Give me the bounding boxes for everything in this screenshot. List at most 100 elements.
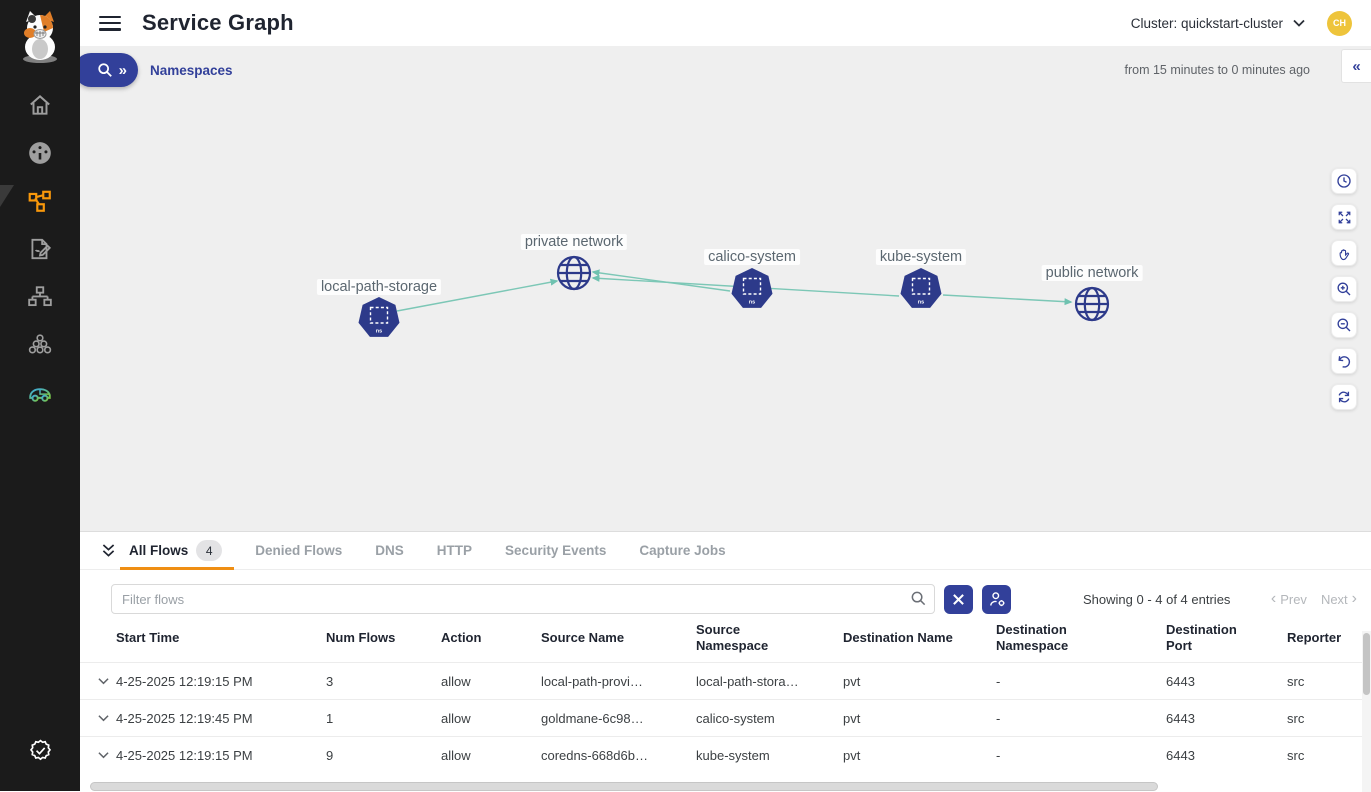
search-icon xyxy=(910,590,927,612)
chevron-right-icon: › xyxy=(1351,590,1357,607)
flows-table-header: Start Time Num Flows Action Source Name … xyxy=(80,614,1371,662)
zoom-out-icon xyxy=(1337,318,1351,332)
zoom-in-button[interactable] xyxy=(1331,276,1357,302)
column-header[interactable]: Action xyxy=(441,629,482,645)
chevrons-down-icon xyxy=(102,544,114,557)
top-header: Service Graph Cluster: quickstart-cluste… xyxy=(80,0,1371,46)
cluster-selector-label: Cluster: quickstart-cluster xyxy=(1130,15,1283,31)
close-icon xyxy=(953,593,964,605)
zoom-in-icon xyxy=(1337,282,1351,296)
graph-node-label[interactable]: kube-system xyxy=(875,249,967,265)
column-header[interactable]: Source Name xyxy=(541,629,625,645)
search-icon xyxy=(97,63,112,77)
table-row[interactable]: 4-25-2025 12:19:15 PM 3 allow local-path… xyxy=(80,662,1371,699)
graph-node-private-network xyxy=(556,255,592,291)
graph-search-button[interactable]: » xyxy=(74,53,138,87)
pan-hand-icon xyxy=(1339,248,1349,260)
graph-drawing: ns xyxy=(357,255,1110,338)
column-header[interactable]: Start Time xyxy=(116,629,180,645)
sidebar-item-network[interactable] xyxy=(0,275,80,323)
undo-icon xyxy=(1338,356,1351,368)
sidebar-item-service-graph[interactable] xyxy=(0,179,80,227)
chevron-left-icon: ‹ xyxy=(1270,590,1277,607)
undo-layout-button[interactable] xyxy=(1331,348,1357,374)
network-tiers-icon xyxy=(27,284,53,315)
time-range-label: from 15 minutes to 0 minutes ago xyxy=(1124,63,1310,77)
calico-cat-logo xyxy=(11,6,69,71)
graph-node-label[interactable]: calico-system xyxy=(704,249,800,265)
time-settings-button[interactable] xyxy=(1331,168,1357,194)
expand-row-icon[interactable] xyxy=(90,677,116,685)
sidebar-item-flow-logs[interactable] xyxy=(0,227,80,275)
expand-row-icon[interactable] xyxy=(90,751,116,759)
chevrons-right-icon: » xyxy=(118,61,127,79)
showing-entries-label: Showing 0 - 4 of 4 entries xyxy=(1083,591,1231,607)
prev-page-button[interactable]: ‹ Prev xyxy=(1270,590,1307,607)
expand-row-icon[interactable] xyxy=(90,714,116,722)
menu-hamburger-icon[interactable] xyxy=(99,15,121,31)
vertical-scrollbar[interactable] xyxy=(1362,631,1371,792)
next-page-button[interactable]: Next › xyxy=(1320,590,1357,607)
badge-check-icon xyxy=(28,738,53,768)
sidebar-nav xyxy=(0,83,80,419)
horizontal-scrollbar-thumb[interactable] xyxy=(90,782,1158,791)
table-row[interactable]: 4-25-2025 12:19:15 PM 9 allow coredns-66… xyxy=(80,736,1371,773)
sidebar xyxy=(0,0,80,791)
time-icon xyxy=(1337,174,1351,188)
sidebar-item-home[interactable] xyxy=(0,83,80,131)
horizontal-scrollbar[interactable] xyxy=(88,782,1371,791)
car-icon xyxy=(26,380,54,411)
tab-denied-flows[interactable]: Denied Flows xyxy=(255,543,343,558)
column-settings-button[interactable] xyxy=(982,584,1011,614)
column-header[interactable]: Source Namespace xyxy=(696,621,769,653)
tab-http[interactable]: HTTP xyxy=(436,543,473,558)
breadcrumb[interactable]: Namespaces xyxy=(150,63,233,78)
right-panel-collapse-button[interactable]: « xyxy=(1341,49,1371,83)
graph-toolbar xyxy=(1331,168,1357,410)
graph-node-label[interactable]: local-path-storage xyxy=(316,279,442,295)
avatar[interactable]: CH xyxy=(1327,10,1352,36)
flows-panel: All Flows 4 Denied Flows DNS HTTP Securi… xyxy=(80,531,1371,792)
pan-mode-button[interactable] xyxy=(1331,240,1357,266)
zoom-out-button[interactable] xyxy=(1331,312,1357,338)
flows-tabs: All Flows 4 Denied Flows DNS HTTP Securi… xyxy=(80,532,1371,570)
graph-node-label[interactable]: public network xyxy=(1041,265,1143,281)
table-row[interactable]: 4-25-2025 12:19:45 PM 1 allow goldmane-6… xyxy=(80,699,1371,736)
chevrons-left-icon: « xyxy=(1352,57,1361,75)
cluster-selector[interactable]: Cluster: quickstart-cluster xyxy=(1131,16,1305,31)
fit-screen-button[interactable] xyxy=(1331,204,1357,230)
dashboard-gauge-icon xyxy=(27,140,53,171)
column-header[interactable]: Reporter xyxy=(1287,629,1342,645)
column-header[interactable]: Destination Port xyxy=(1166,621,1237,653)
page-title: Service Graph xyxy=(142,10,294,35)
sidebar-item-clusters[interactable] xyxy=(0,323,80,371)
column-header[interactable]: Destination Name xyxy=(843,629,953,645)
chevron-down-icon xyxy=(1293,19,1305,27)
expand-icon xyxy=(1338,211,1350,223)
column-header[interactable]: Num Flows xyxy=(326,629,396,645)
sidebar-item-certificates[interactable] xyxy=(0,729,80,777)
vertical-scrollbar-thumb[interactable] xyxy=(1363,633,1370,695)
sidebar-item-dashboard[interactable] xyxy=(0,131,80,179)
collapse-panel-button[interactable] xyxy=(96,539,120,563)
graph-node-label[interactable]: private network xyxy=(520,234,628,250)
graph-node-local-path-storage xyxy=(357,296,401,338)
tab-capture-jobs[interactable]: Capture Jobs xyxy=(639,543,726,558)
clear-filter-button[interactable] xyxy=(944,584,973,614)
sidebar-item-whisker[interactable] xyxy=(0,371,80,419)
service-graph-canvas[interactable]: ns local-path-storage private network ca… xyxy=(74,46,1371,531)
flows-filter-row: Showing 0 - 4 of 4 entries ‹ Prev Next › xyxy=(111,584,1371,614)
clusters-icon xyxy=(27,332,53,363)
refresh-button[interactable] xyxy=(1331,384,1357,410)
tab-dns[interactable]: DNS xyxy=(375,543,404,558)
tab-all-flows[interactable]: All Flows 4 xyxy=(119,532,235,570)
flow-count-badge: 4 xyxy=(196,540,223,561)
home-icon xyxy=(27,92,53,123)
column-header[interactable]: Destination Namespace xyxy=(996,621,1069,653)
service-graph-icon xyxy=(27,188,53,219)
graph-node-calico-system xyxy=(730,267,774,309)
flow-logs-icon xyxy=(27,236,53,267)
graph-node-public-network xyxy=(1074,286,1110,322)
tab-security-events[interactable]: Security Events xyxy=(505,543,607,558)
filter-flows-input[interactable] xyxy=(111,584,935,614)
